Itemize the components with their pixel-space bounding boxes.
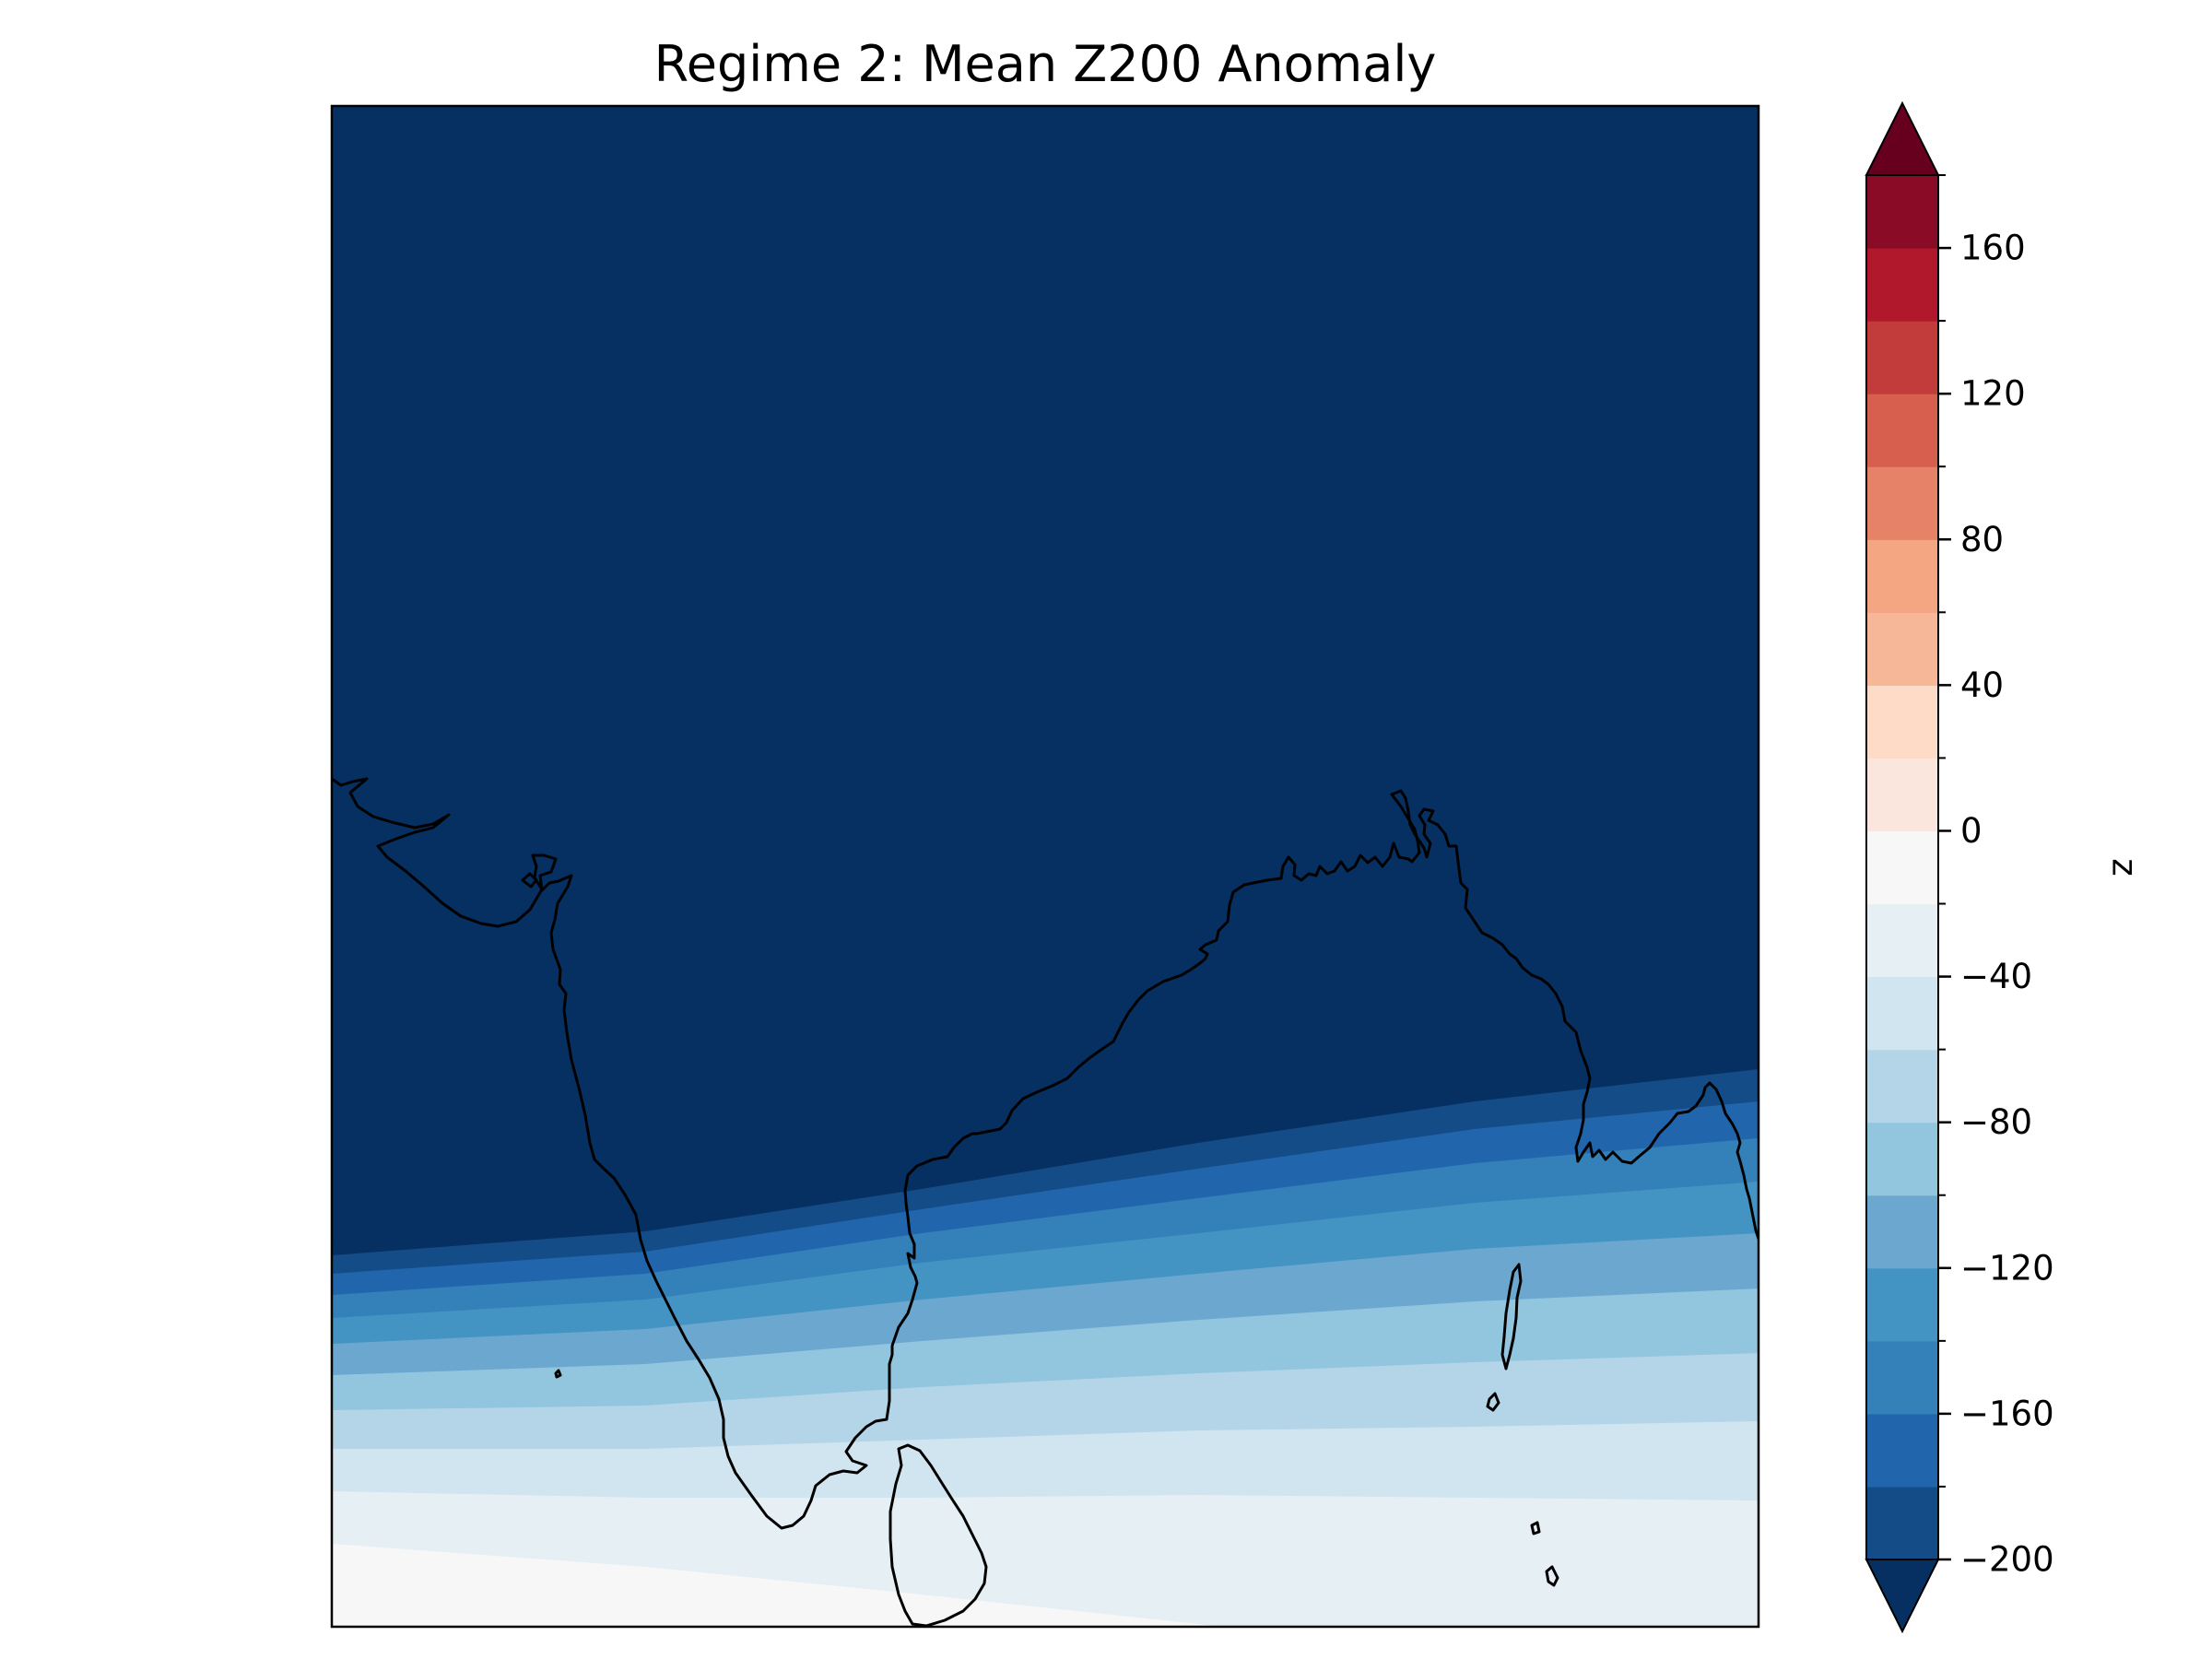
colorbar-segment — [1866, 1122, 1938, 1196]
colorbar-segment — [1866, 321, 1938, 394]
andaman-islands — [1500, 1263, 1523, 1371]
colorbar-label: z — [2105, 858, 2145, 876]
nicobar-island-3 — [1530, 1521, 1541, 1535]
colorbar-segment — [1866, 1413, 1938, 1488]
colorbar-segment — [1866, 1049, 1938, 1124]
colorbar-extend-max — [1865, 100, 1940, 176]
colorbar-segment — [1866, 903, 1938, 978]
colorbar-tick-label: −80 — [1960, 1102, 2032, 1142]
nicobar-island-2 — [1545, 1565, 1559, 1587]
colorbar: −200 −160 −120 −80 −40 0 40 80 120 160 — [1865, 100, 2054, 1634]
colorbar-tick-label: 80 — [1960, 520, 2004, 559]
contour-bands — [332, 1037, 1759, 1627]
colorbar-segment — [1866, 394, 1938, 467]
colorbar-tick-label: −40 — [1960, 957, 2032, 996]
map-frame — [330, 104, 1760, 1629]
colorbar-tick-label: 160 — [1960, 229, 2026, 268]
map-area — [332, 106, 1759, 1627]
nicobar-island-1 — [1486, 1392, 1500, 1412]
colorbar-segment — [1866, 685, 1938, 759]
colorbar-segment — [1866, 248, 1938, 322]
colorbar-segment — [1866, 830, 1938, 905]
colorbar-tick-label: −160 — [1960, 1394, 2054, 1433]
colorbar-segment — [1866, 976, 1938, 1051]
colorbar-tick-label: 0 — [1960, 811, 1983, 851]
colorbar-extend-min — [1865, 1559, 1940, 1634]
colorbar-segment — [1866, 612, 1938, 686]
coastline-india — [332, 777, 1759, 1530]
colorbar-tick-label: −120 — [1960, 1248, 2054, 1288]
coastline-gujarat-detail — [521, 872, 538, 888]
colorbar-segment — [1866, 1486, 1938, 1560]
colorbar-frame — [1865, 174, 1939, 1560]
colorbar-segment — [1866, 1194, 1938, 1269]
colorbar-tick-label: 120 — [1960, 374, 2026, 414]
colorbar-segment — [1866, 1267, 1938, 1342]
lakshadweep-islet — [554, 1369, 562, 1379]
field-band — [332, 1544, 1220, 1627]
colorbar-tick-label: 40 — [1960, 665, 2004, 705]
colorbar-segment — [1866, 1340, 1938, 1415]
colorbar-tick-label: −200 — [1960, 1540, 2054, 1580]
coastline-sri-lanka — [888, 1443, 988, 1627]
colorbar-segment — [1866, 466, 1938, 540]
colorbar-segment — [1866, 175, 1938, 249]
chart-title: Regime 2: Mean Z200 Anomaly — [654, 35, 1437, 93]
colorbar-segment — [1866, 758, 1938, 832]
colorbar-segment — [1866, 539, 1938, 613]
coastlines — [332, 777, 1759, 1627]
